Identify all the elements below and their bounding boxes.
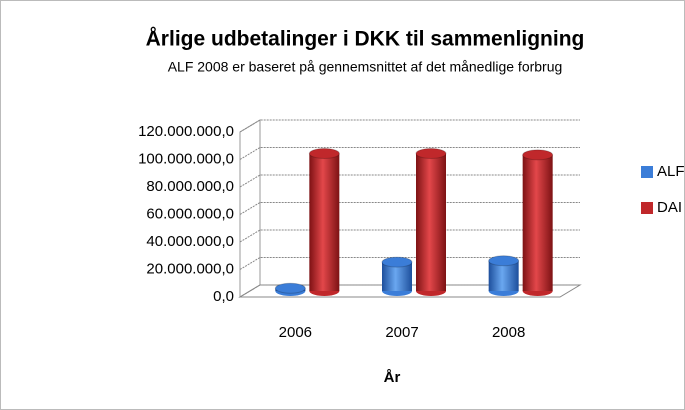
y-tick-label: 80.000.000,0 bbox=[146, 178, 234, 195]
x-tick-label: 2008 bbox=[492, 324, 525, 341]
grid-line bbox=[239, 202, 580, 215]
chart-title: Årlige udbetalinger i DKK til sammenlign… bbox=[146, 27, 585, 51]
x-tick-label: 2006 bbox=[279, 324, 312, 341]
y-tick-label: 60.000.000,0 bbox=[146, 205, 234, 222]
x-tick-label: 2007 bbox=[385, 324, 418, 341]
bar bbox=[488, 260, 519, 291]
bar-cap bbox=[522, 149, 554, 161]
bar-cap bbox=[274, 282, 306, 294]
grid-line bbox=[239, 174, 580, 188]
bar-cap bbox=[308, 148, 340, 159]
bar bbox=[522, 154, 553, 291]
y-tick-label: 120.000.000,0 bbox=[138, 123, 234, 140]
grid-line bbox=[239, 147, 580, 160]
bar-cap bbox=[488, 255, 520, 267]
y-tick-label: 20.000.000,0 bbox=[146, 260, 234, 277]
bar-cap bbox=[415, 148, 447, 159]
y-tick-label: 100.000.000,0 bbox=[138, 150, 234, 167]
legend-swatch bbox=[641, 202, 653, 214]
back-wall bbox=[239, 119, 261, 298]
grid-line bbox=[239, 119, 580, 133]
chart-subtitle: ALF 2008 er baseret på gennemsnittet af … bbox=[168, 59, 563, 75]
legend-label: ALF bbox=[657, 163, 685, 180]
grid-line bbox=[239, 257, 580, 270]
grid-line bbox=[239, 284, 580, 298]
legend-swatch bbox=[641, 166, 653, 178]
bar-cap bbox=[381, 256, 413, 268]
grid-line bbox=[239, 229, 580, 243]
y-tick-label: 0,0 bbox=[213, 288, 234, 305]
y-tick-label: 40.000.000,0 bbox=[146, 233, 234, 250]
bar bbox=[416, 153, 446, 291]
x-axis-title: År bbox=[384, 369, 401, 386]
legend-label: DAI bbox=[657, 199, 682, 216]
bar bbox=[309, 153, 340, 291]
